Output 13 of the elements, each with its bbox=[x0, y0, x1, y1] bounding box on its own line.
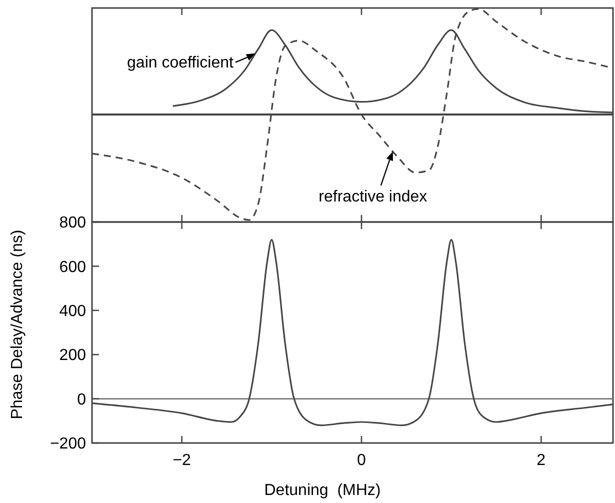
x-tick-label: 0 bbox=[357, 452, 366, 469]
y-axis-title: Phase Delay/Advance (ns) bbox=[9, 230, 26, 420]
x-tick-label: 2 bbox=[536, 452, 546, 469]
y-tick-label: 600 bbox=[59, 258, 86, 276]
annotation: refractive index bbox=[318, 188, 428, 206]
y-tick-label: 400 bbox=[59, 303, 86, 320]
y-tick-label: −200 bbox=[50, 436, 86, 453]
y-tick-label: 0 bbox=[77, 391, 86, 408]
x-tick-label: −2 bbox=[172, 452, 192, 469]
y-tick-label: 800 bbox=[59, 214, 86, 232]
y-tick-label: 200 bbox=[59, 347, 86, 364]
annotation: gain coefficient bbox=[127, 54, 234, 72]
x-axis-title: Detuning (MHz) bbox=[264, 482, 381, 499]
